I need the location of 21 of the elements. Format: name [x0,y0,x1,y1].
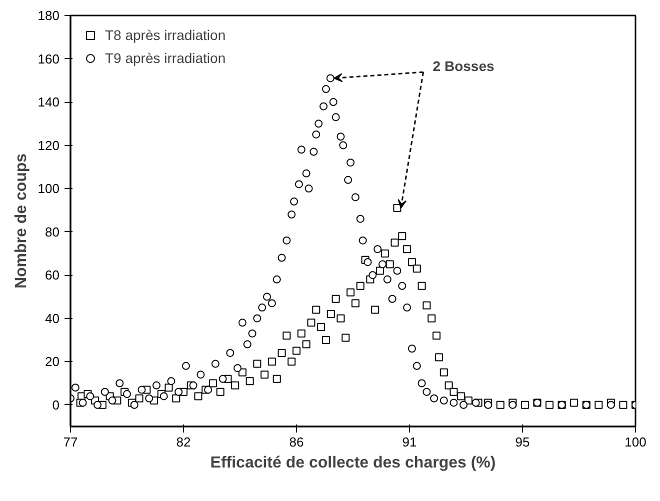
y-tick-label: 120 [38,138,60,153]
annotation: 2 Bosses [432,58,494,74]
legend-label: T9 après irradiation [105,50,226,66]
x-tick-label: 86 [289,434,304,450]
legend-label: T8 après irradiation [105,27,226,43]
x-axis-title: Efficacité de collecte des charges (%) [210,454,496,472]
y-tick-label: 40 [45,310,60,326]
y-tick-label: 180 [38,8,60,23]
y-tick-label: 160 [38,51,60,66]
x-tick-label: 91 [402,434,417,450]
y-tick-label: 60 [45,268,60,283]
x-tick-label: 95 [515,434,530,450]
y-tick-label: 80 [45,224,60,240]
y-tick-label: 20 [45,354,60,370]
x-tick-label: 77 [63,434,78,450]
y-tick-label: 140 [38,94,60,110]
y-tick-label: 100 [38,181,60,196]
x-tick-label: 82 [176,434,191,450]
x-tick-label: 100 [624,434,646,450]
y-tick-label: 0 [52,397,60,412]
y-axis-title: Nombre de coups [12,153,30,289]
